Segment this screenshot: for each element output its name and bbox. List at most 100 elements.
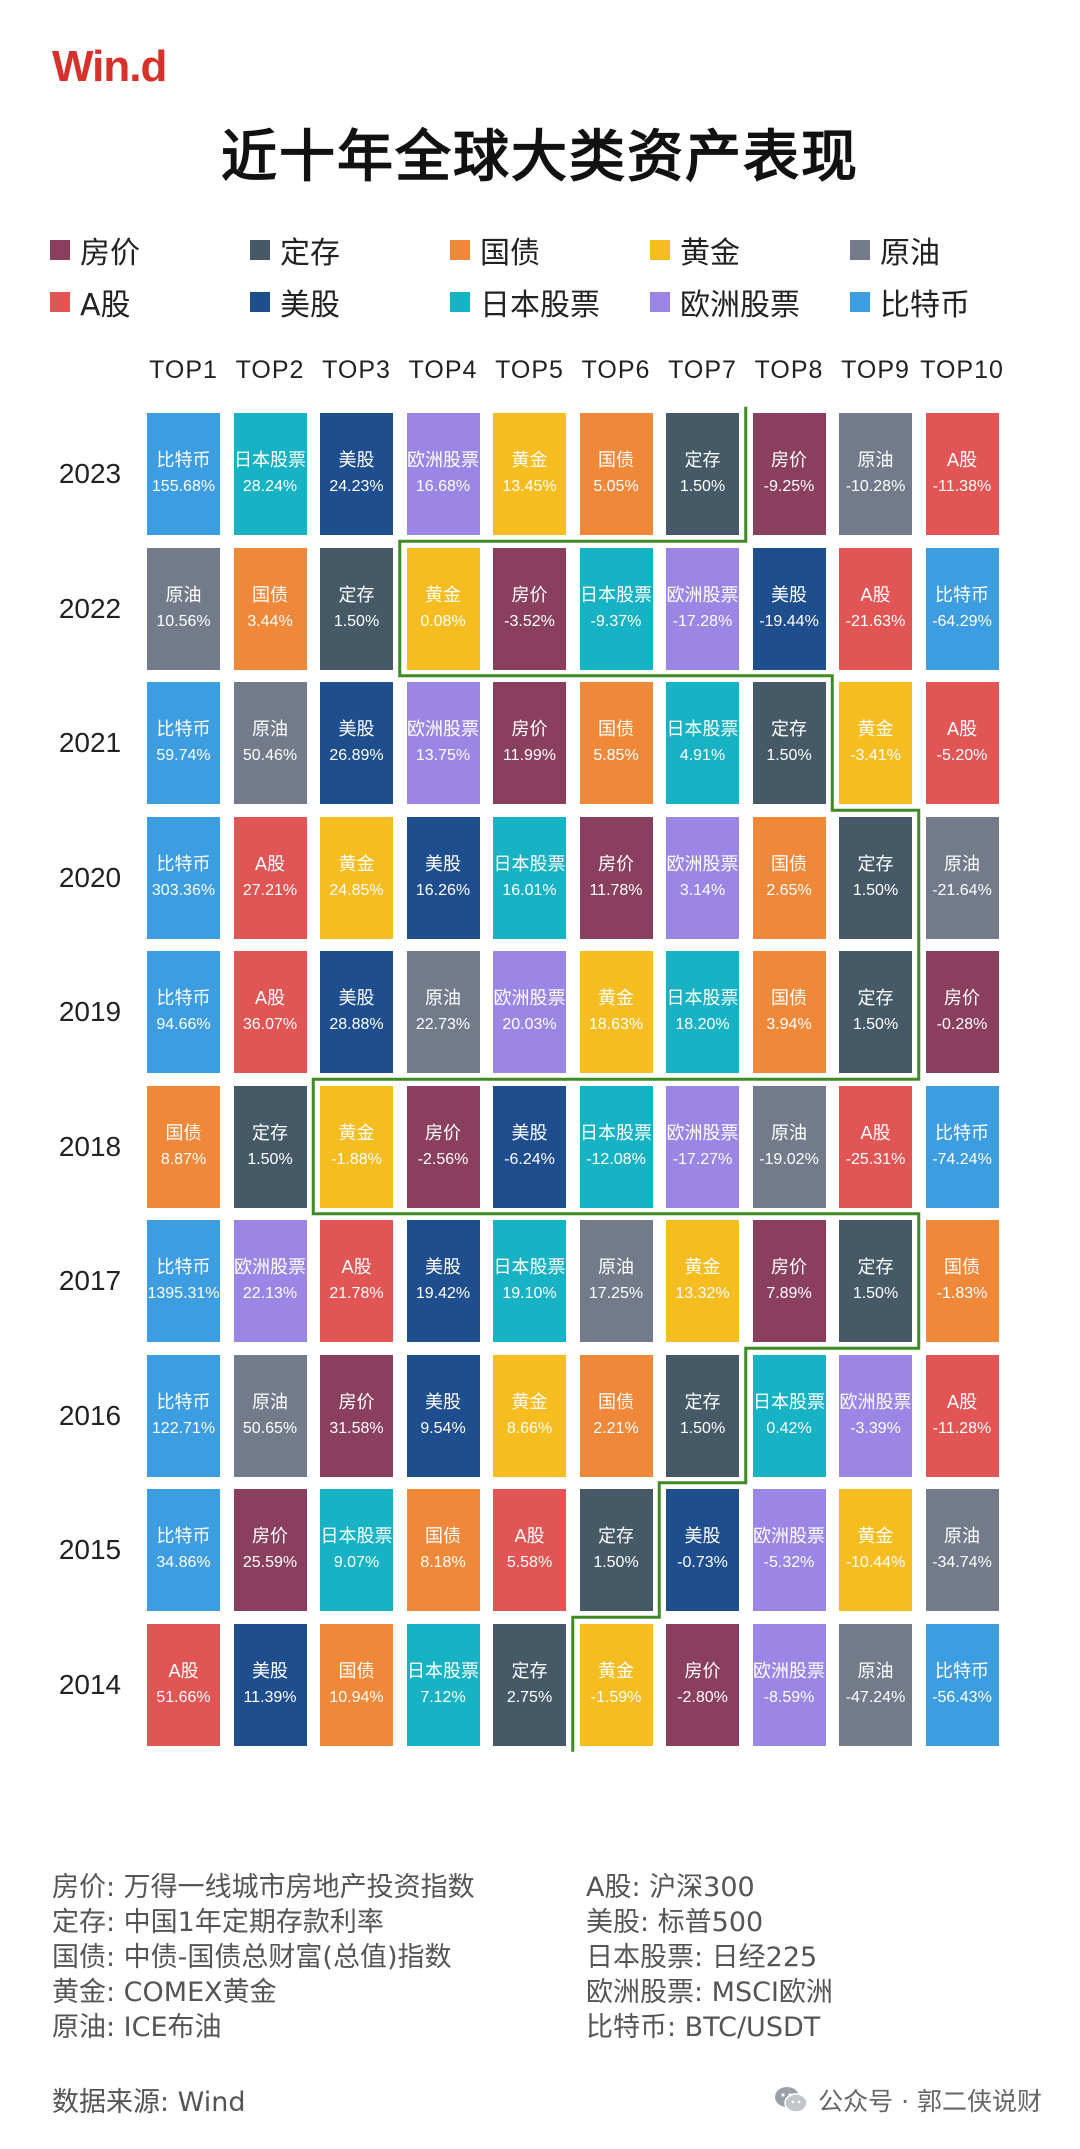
asset-cell: 欧洲股票 -8.59%	[752, 1623, 826, 1746]
asset-return: 3.14%	[679, 881, 726, 899]
asset-name: 定存	[857, 853, 894, 875]
asset-cell: 原油 -34.74%	[925, 1489, 999, 1611]
asset-return: -25.31%	[845, 1150, 906, 1168]
asset-cell: 日本股票 19.10%	[493, 1220, 566, 1342]
asset-cell: 黄金 -1.59%	[579, 1623, 653, 1746]
asset-cell: 欧洲股票 -3.39%	[839, 1354, 912, 1477]
asset-name: 定存	[684, 1391, 721, 1413]
legend-label: 定存	[280, 236, 340, 271]
column-header: TOP5	[495, 356, 564, 384]
asset-name: 国债	[598, 450, 634, 471]
asset-return: -11.38%	[932, 478, 992, 495]
asset-name: 定存	[338, 584, 375, 606]
asset-return: 13.75%	[415, 747, 471, 764]
column-header: TOP9	[841, 356, 910, 384]
asset-cell: 比特币 94.66%	[147, 951, 220, 1073]
asset-return: 1.50%	[593, 1554, 639, 1571]
asset-cell: 国债 8.18%	[406, 1489, 480, 1611]
asset-return: 17.25%	[588, 1285, 644, 1302]
asset-return: 10.94%	[329, 1688, 384, 1706]
asset-name: A股	[254, 988, 286, 1009]
asset-name: 房价	[771, 450, 807, 471]
asset-name: 房价	[944, 988, 980, 1009]
asset-name: 美股	[425, 853, 461, 875]
asset-return: 1395.31%	[147, 1285, 220, 1302]
asset-cell: 原油 50.65%	[233, 1354, 307, 1477]
asset-cell: 欧洲股票 22.13%	[233, 1220, 307, 1342]
asset-return: 1.50%	[852, 1285, 899, 1302]
asset-name: 日本股票	[580, 1122, 652, 1144]
asset-cell: 原油 50.46%	[233, 682, 307, 804]
asset-cell: 定存 1.50%	[579, 1489, 653, 1611]
asset-return: 18.20%	[675, 1016, 730, 1033]
asset-name: A股	[946, 719, 978, 740]
asset-name: 比特币	[156, 450, 211, 471]
asset-return: 8.87%	[160, 1150, 207, 1168]
legend: 房价 定存 国债 黄金 原油 A股 美股 日本股票 欧洲股票 比特币	[50, 228, 1050, 323]
asset-name: 国债	[598, 1391, 634, 1413]
row-year-label: 2014	[58, 1668, 122, 1700]
asset-return: 2.75%	[506, 1688, 553, 1706]
asset-name: 日本股票	[493, 853, 566, 875]
asset-name: 日本股票	[407, 1660, 479, 1682]
asset-cell: 美股 -0.73%	[666, 1489, 739, 1611]
asset-cell: 欧洲股票 -17.28%	[666, 547, 739, 670]
asset-cell: 定存 2.75%	[493, 1623, 566, 1746]
asset-name: 欧洲股票	[753, 1526, 825, 1547]
asset-return: 5.05%	[593, 478, 639, 495]
asset-return: 5.58%	[506, 1554, 553, 1571]
asset-return: -47.24%	[845, 1688, 906, 1706]
asset-name: A股	[860, 584, 891, 606]
asset-return: 122.71%	[151, 1419, 216, 1437]
asset-cell: 美股 19.42%	[406, 1220, 480, 1342]
asset-cell: 定存 1.50%	[839, 951, 912, 1073]
asset-return: 19.10%	[502, 1285, 557, 1302]
asset-return: 94.66%	[156, 1016, 211, 1033]
asset-name: 国债	[944, 1257, 980, 1278]
asset-name: A股	[946, 450, 978, 471]
asset-cell: 黄金 8.66%	[493, 1354, 566, 1477]
asset-return: 0.42%	[766, 1419, 812, 1437]
asset-return: 4.91%	[679, 747, 726, 764]
asset-return: -21.63%	[845, 612, 906, 630]
asset-name: 原油	[165, 584, 202, 606]
asset-cell: 日本股票 9.07%	[320, 1489, 393, 1611]
asset-name: 房价	[684, 1660, 721, 1682]
asset-return: 2.65%	[766, 881, 812, 899]
asset-cell: 房价 -3.52%	[493, 547, 566, 670]
asset-return: -2.80%	[677, 1688, 728, 1706]
asset-return: 11.78%	[589, 881, 643, 899]
legend-swatch	[250, 292, 270, 312]
asset-cell: 原油 -21.64%	[925, 816, 999, 939]
legend-label: 黄金	[680, 236, 740, 271]
asset-return: 3.44%	[247, 612, 293, 630]
legend-item: 国债	[450, 228, 540, 272]
legend-item: 黄金	[650, 228, 740, 272]
asset-return: -12.08%	[586, 1150, 646, 1168]
asset-cell: 美股 -19.44%	[752, 547, 826, 670]
asset-name: 房价	[425, 1122, 461, 1144]
legend-swatch	[650, 292, 670, 312]
asset-cell: 比特币 303.36%	[147, 816, 220, 939]
asset-name: A股	[254, 853, 286, 875]
asset-cell: 国债 5.05%	[579, 413, 653, 535]
legend-swatch	[50, 240, 70, 260]
asset-return: 10.56%	[156, 612, 211, 630]
asset-cell: 房价 31.58%	[320, 1354, 393, 1477]
row-year-label: 2022	[58, 592, 122, 624]
asset-return: -17.27%	[672, 1150, 733, 1168]
asset-return: 50.46%	[242, 747, 298, 764]
legend-label: A股	[80, 288, 131, 323]
asset-return: -64.29%	[932, 612, 992, 630]
asset-name: 比特币	[935, 584, 989, 606]
asset-return: -74.24%	[932, 1150, 992, 1168]
asset-return: -0.28%	[936, 1016, 988, 1033]
asset-name: 房价	[338, 1391, 375, 1413]
asset-return: 3.94%	[766, 1016, 812, 1033]
asset-name: 原油	[944, 853, 980, 875]
footer-text: 公众号 · 郭二侠说财	[818, 2087, 1042, 2116]
asset-cell: 原油 -10.28%	[839, 413, 912, 535]
asset-name: 房价	[252, 1526, 288, 1547]
asset-name: 日本股票	[666, 988, 739, 1009]
asset-name: 原油	[598, 1257, 634, 1278]
